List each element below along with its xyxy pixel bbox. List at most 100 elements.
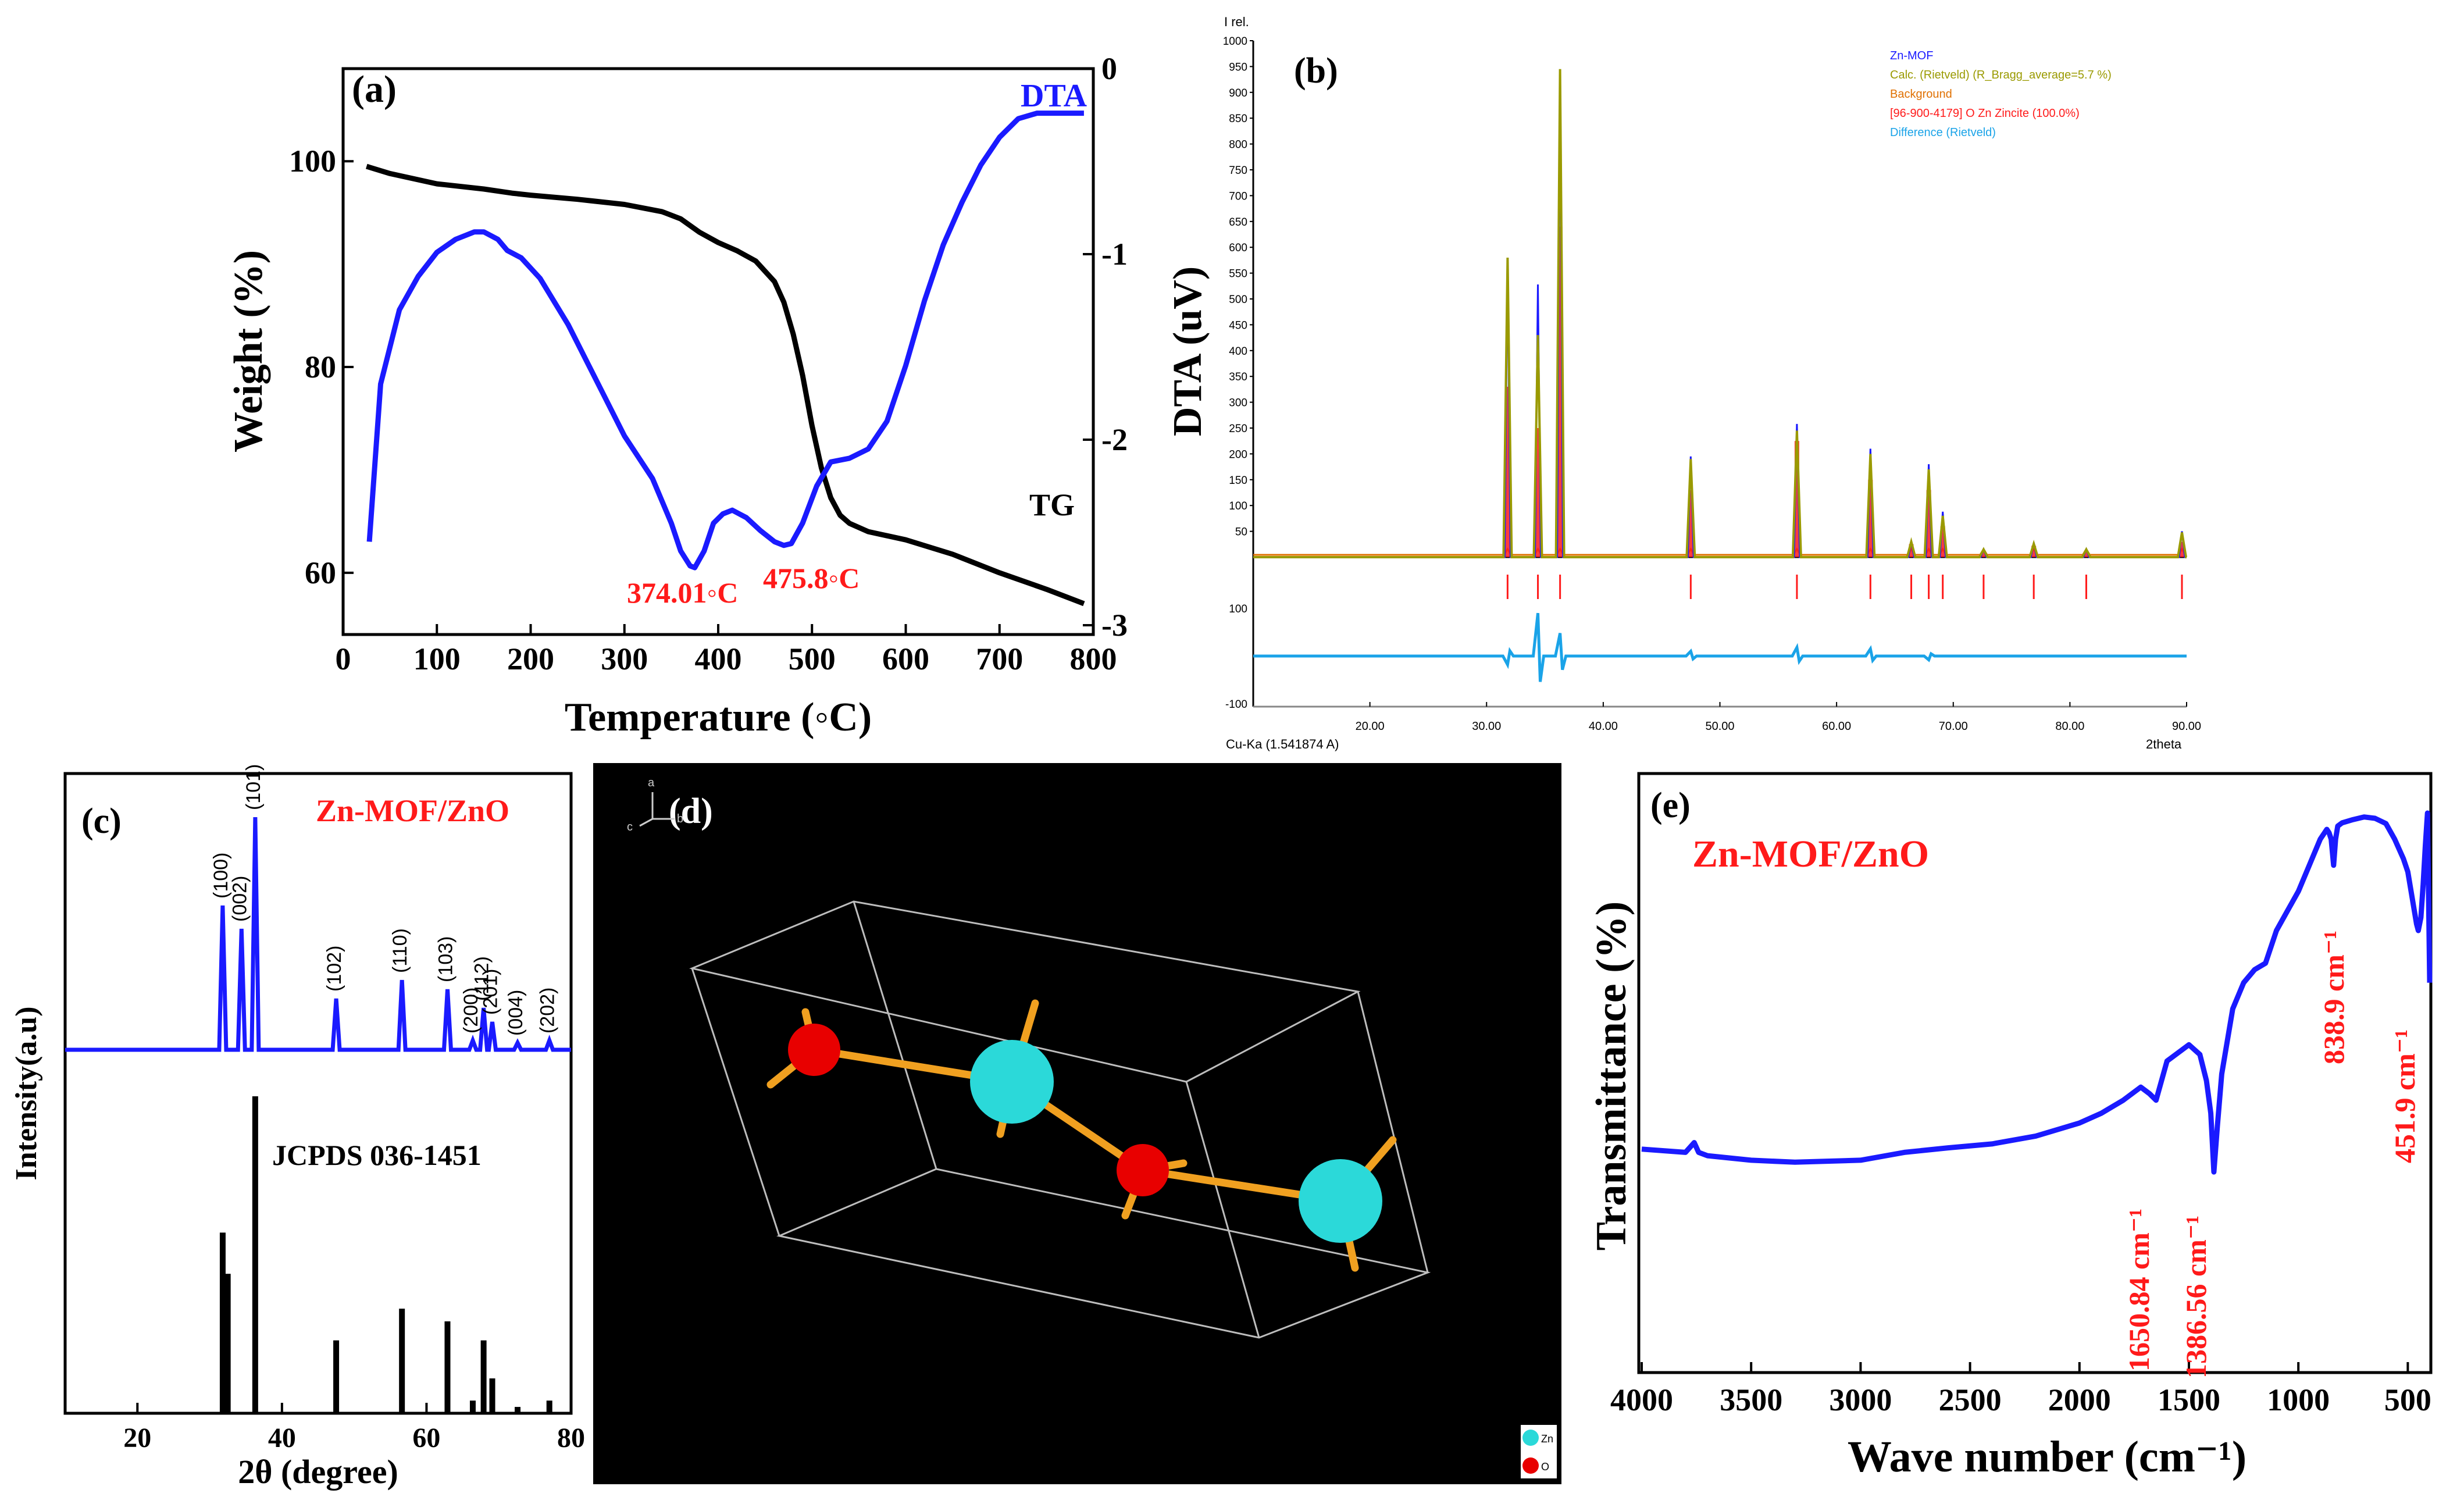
panel-b-legend-3: [96-900-4179] O Zn Zincite (100.0%) xyxy=(1890,107,2080,120)
panel-c-hkl-label: (103) xyxy=(434,936,457,982)
axis-c-line xyxy=(639,818,653,827)
panel-b-observed-line xyxy=(1253,72,2187,558)
panel-b-y-tick-label: 600 xyxy=(1229,242,1247,254)
panel-c-reference-bar xyxy=(444,1321,451,1413)
panel-b-x-tick-label: 30.00 xyxy=(1472,720,1501,733)
panel-a-frame xyxy=(341,67,1095,636)
panel-b-zincite-peak xyxy=(1981,551,1986,557)
panel-a-x-ticks: 0 100 200 300 400 500 600 700 800 xyxy=(336,624,1117,676)
panel-a-dta-line xyxy=(366,111,1084,571)
panel-c-x-tick-label: 20 xyxy=(123,1423,151,1453)
panel-e-ylabel: Transmittance (%) xyxy=(1588,901,1635,1251)
panel-b-y-ticks: 50 100 150 200 250 300 350 400 450 500 550 600 650 70… xyxy=(1223,35,1253,711)
panel-c-hkl-label: (102) xyxy=(323,946,345,992)
unit-cell-edge-3 xyxy=(1357,991,1429,1273)
molecule xyxy=(766,999,1397,1272)
panel-e-x-tick-label: 500 xyxy=(2384,1382,2431,1417)
panel-b-zincite-peak xyxy=(2031,546,2037,557)
panel-c-hkl-label: (202) xyxy=(537,988,559,1033)
panel-e-x-tick-label: 2000 xyxy=(2048,1382,2111,1417)
panel-e-xlabel: Wave number (cm⁻¹) xyxy=(1848,1432,2247,1481)
unit-cell-edge-4 xyxy=(1185,1081,1260,1338)
panel-b-y-tick-label: 950 xyxy=(1229,61,1247,73)
panel-b-y-tick-label: 400 xyxy=(1229,345,1247,358)
panel-a-y2-ticks: 0 -1 -2 -3 xyxy=(1083,51,1128,643)
panel-b-x-tick-label: 50.00 xyxy=(1705,720,1734,733)
panel-c-hkl-label: (112) xyxy=(471,956,493,1001)
panel-e-x-ticks: 4000 3500 3000 2500 2000 1500 1000 500 xyxy=(1610,1362,2431,1417)
panel-a-x-tick-label: 100 xyxy=(413,641,461,676)
panel-b-y-tick-label: 100 xyxy=(1229,500,1247,512)
panel-e-annot-1650: 1650.84 cm⁻¹ xyxy=(2123,1209,2155,1371)
panel-c-ylabel: Intensity(a.u) xyxy=(10,1006,43,1180)
panel-b-zincite-peak xyxy=(1909,544,1914,557)
panel-a: 0 100 200 300 400 500 600 700 800 60 80 100 0 -1 -2 -… xyxy=(226,51,1210,740)
panel-b-y-tick-label: 650 xyxy=(1229,216,1247,229)
panel-b-x-tick-label: 90.00 xyxy=(2172,720,2201,733)
panel-b-source: Cu-Ka (1.541874 A) xyxy=(1226,737,1339,751)
panel-b-diff-tick-label: 100 xyxy=(1229,603,1247,615)
panel-b-x-tick-label: 20.00 xyxy=(1356,720,1385,733)
panel-a-x-tick-label: 500 xyxy=(789,641,836,676)
panel-e-sample: Zn-MOF/ZnO xyxy=(1692,833,1929,875)
panel-a-x-tick-label: 0 xyxy=(336,641,351,676)
panel-a-y2-tick-label: -1 xyxy=(1101,237,1128,272)
panel-b-x-ticks: 20.00 30.00 40.00 50.00 60.00 70.00 80.00 90.00 xyxy=(1356,702,2201,733)
panel-c-reference-bar xyxy=(546,1400,552,1413)
axis-a-label: a xyxy=(648,776,655,789)
panel-d: (d) a b c xyxy=(593,763,1561,1484)
panel-b-y-tick-label: 300 xyxy=(1229,397,1247,409)
panel-b-y-tick-label: 850 xyxy=(1229,113,1247,125)
panel-e-x-tick-label: 1500 xyxy=(2158,1382,2220,1417)
panel-b-zincite-peak xyxy=(1794,441,1799,557)
panel-c-x-tick-label: 40 xyxy=(268,1423,296,1453)
panel-c-reference-bar xyxy=(515,1407,521,1413)
panel-b-y-tick-label: 50 xyxy=(1235,526,1247,539)
panel-a-x-tick-label: 600 xyxy=(882,641,929,676)
panel-c-reference-bar xyxy=(252,1096,258,1413)
panel-b-zincite-peak xyxy=(2084,551,2089,557)
panel-b-x-tick-label: 40.00 xyxy=(1589,720,1618,733)
panel-b-y-tick-label: 800 xyxy=(1229,139,1247,151)
axis-b-label: b xyxy=(677,812,683,825)
panel-c-hkl-labels: (100)(002) (101) (102) (110) (103)(200)(112)… xyxy=(210,764,559,1036)
panel-b-x-tick-label: 60.00 xyxy=(1822,720,1851,733)
panel-a-x-tick-label: 300 xyxy=(601,641,648,676)
panel-b-legend-1: Calc. (Rietveld) (R_Bragg_average=5.7 %) xyxy=(1890,69,2112,81)
panel-a-x-tick-label: 400 xyxy=(695,641,742,676)
panel-c: 20 40 60 80 (100)(002)(101)(102) (110) (103)(… xyxy=(10,764,585,1491)
panel-c-reference-bar xyxy=(224,1274,231,1413)
panel-b-x-tick-label: 70.00 xyxy=(1939,720,1968,733)
panel-a-label: (a) xyxy=(352,68,397,111)
panel-e-annot-1386: 1386.56 cm⁻¹ xyxy=(2180,1216,2212,1378)
panel-c-hkl-label: (200) xyxy=(460,988,482,1033)
panel-e-x-tick-label: 4000 xyxy=(1610,1382,1673,1417)
panel-b-difference-line xyxy=(1253,612,2187,682)
panel-b-calc-line xyxy=(1253,69,2187,558)
panel-b-zincite-peak xyxy=(1688,490,1693,557)
panel-a-y-ticks: 60 80 100 xyxy=(289,144,354,590)
oxygen-atom-2 xyxy=(1117,1144,1169,1196)
panel-b-y-tick-label: 700 xyxy=(1229,190,1247,202)
panel-c-hkl-label: (002) xyxy=(229,876,251,922)
panel-c-reference-bar xyxy=(399,1309,405,1413)
panel-c-x-tick-label: 60 xyxy=(412,1423,440,1453)
panel-c-label: (c) xyxy=(81,801,122,841)
panel-b-zincite-peak xyxy=(1868,479,1873,557)
panel-e-x-tick-label: 3500 xyxy=(1720,1382,1782,1417)
panel-a-y2-tick-label: 0 xyxy=(1101,51,1117,86)
panel-c-sample: Zn-MOF/ZnO xyxy=(316,793,509,828)
panel-a-x-tick-label: 700 xyxy=(976,641,1023,676)
panel-a-ylabel: Weight (%) xyxy=(226,250,271,452)
panel-d-legend: Zn O xyxy=(1521,1425,1557,1478)
panel-c-pattern-line xyxy=(65,817,571,1052)
panel-b-zincite-peak xyxy=(1535,428,1541,557)
panel-b-legend-2: Background xyxy=(1890,88,1952,101)
panel-a-y-tick-label: 100 xyxy=(289,144,336,179)
panel-a-y2label: DTA (uV) xyxy=(1165,266,1210,436)
panel-b-y-tick-label: 150 xyxy=(1229,475,1247,487)
panel-a-x-tick-label: 200 xyxy=(507,641,554,676)
panel-b-zincite-peak xyxy=(1940,526,1945,557)
panel-b-x-tick-label: 80.00 xyxy=(2055,720,2084,733)
panel-a-xlabel: Temperature (◦C) xyxy=(565,695,872,740)
